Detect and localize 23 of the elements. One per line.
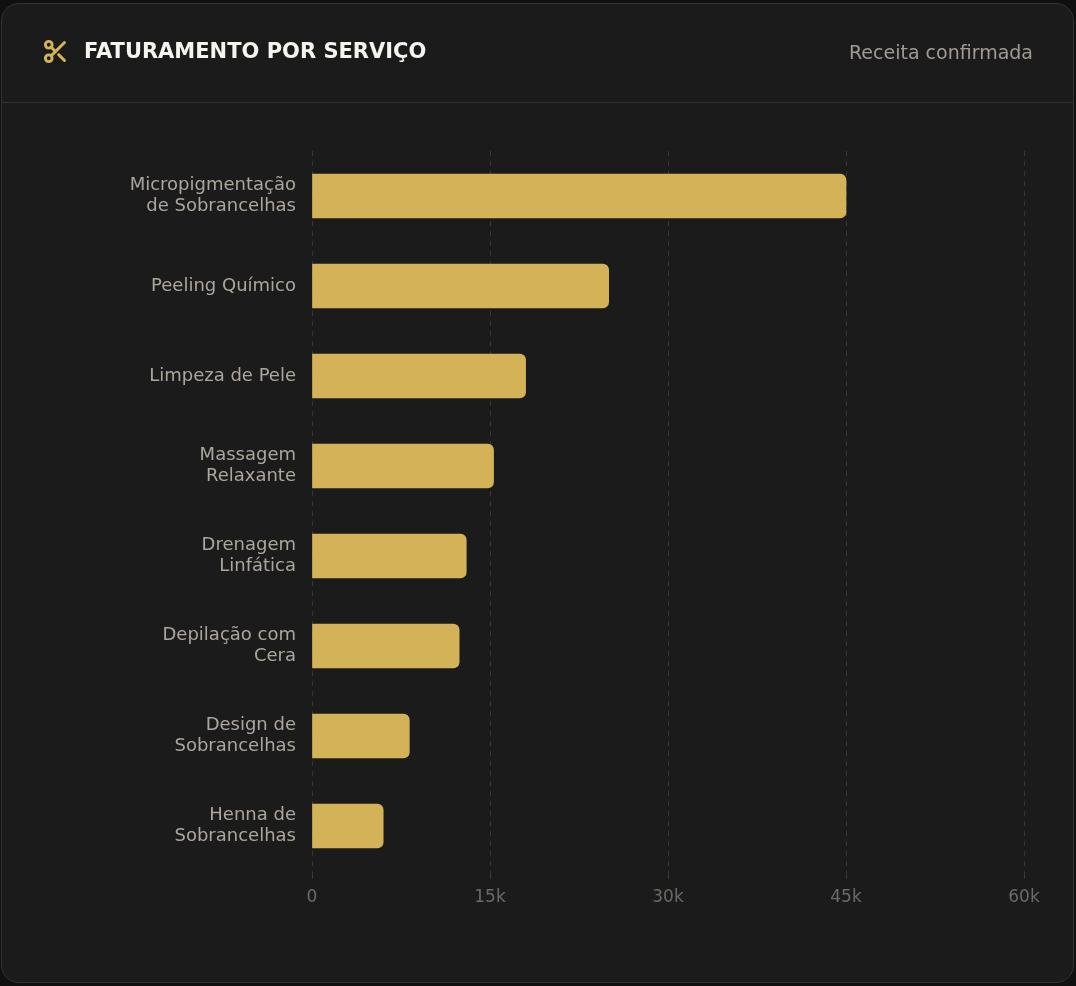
y-tick-label: Micropigmentação de Sobrancelhas [129,172,296,216]
y-tick-label: Depilação com Cera [162,622,296,666]
x-tick-label: 0 [306,885,318,906]
bar [312,173,847,219]
bar [312,263,609,309]
x-tick-label: 45k [830,885,862,906]
bar [312,623,460,669]
bar [312,533,467,579]
y-tick-label: Limpeza de Pele [149,363,296,385]
bar [312,443,494,489]
bar [312,713,410,759]
y-tick-label: Massagem Relaxante [199,442,296,486]
x-tick-label: 15k [474,885,506,906]
x-tick-label: 60k [1008,885,1040,906]
x-tick-label: 30k [652,885,684,906]
chart-subtitle: Receita confirmada [849,40,1033,65]
bar [312,803,384,849]
y-tick-label: Drenagem Linfática [201,532,296,576]
y-tick-label: Henna de Sobrancelhas [174,802,296,846]
y-tick-label: Peeling Químico [151,273,296,295]
y-tick-label: Design de Sobrancelhas [174,712,296,756]
chart-title: FATURAMENTO POR SERVIÇO [84,38,427,65]
bar [312,353,526,399]
